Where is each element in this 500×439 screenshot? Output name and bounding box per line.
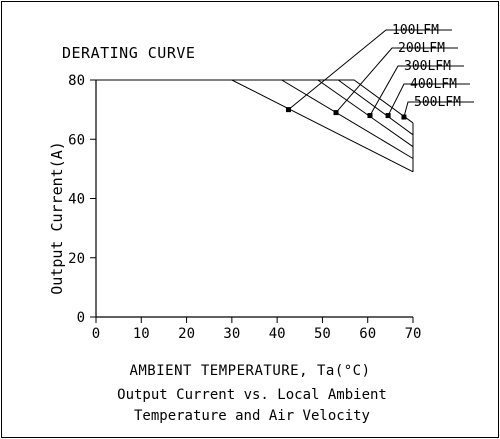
legend-label-500lfm: 500LFM xyxy=(414,95,461,110)
x-tick-label: 20 xyxy=(178,326,195,342)
axes xyxy=(95,80,413,318)
legend-leader-300lfm xyxy=(369,65,464,116)
y-axis-ticks: 0 20 40 60 80 xyxy=(68,73,96,326)
x-tick-label: 50 xyxy=(314,326,331,342)
series-line-500lfm xyxy=(96,79,414,124)
legend-label-200lfm: 200LFM xyxy=(398,41,445,56)
legend-label-300lfm: 300LFM xyxy=(404,59,451,74)
legend-leader-400lfm xyxy=(387,83,470,116)
x-axis-label: AMBIENT TEMPERATURE, Ta(°C) xyxy=(129,363,370,379)
chart-title: DERATING CURVE xyxy=(62,44,195,62)
x-axis-ticks: 0 10 20 30 40 50 60 70 xyxy=(92,317,422,342)
x-tick-label: 40 xyxy=(269,326,286,342)
legend-label-100lfm: 100LFM xyxy=(392,23,439,38)
y-tick-label: 40 xyxy=(68,192,85,208)
legend-leader-500lfm xyxy=(403,101,474,118)
caption-line-1: Output Current vs. Local Ambient xyxy=(117,387,387,403)
series-lines xyxy=(96,79,414,173)
legend-leader-100lfm xyxy=(288,29,452,111)
legend: 100LFM 200LFM 300LFM 400LFM 500LFM xyxy=(288,23,474,118)
y-tick-label: 60 xyxy=(68,132,85,148)
x-tick-label: 0 xyxy=(92,326,100,342)
x-tick-label: 70 xyxy=(405,326,422,342)
y-axis-label-group: Output Current(A) xyxy=(48,141,66,295)
y-tick-label: 0 xyxy=(77,310,85,326)
x-tick-label: 60 xyxy=(359,326,376,342)
x-tick-label: 10 xyxy=(133,326,150,342)
caption-line-2: Temperature and Air Velocity xyxy=(134,408,370,424)
legend-leader-200lfm xyxy=(335,47,458,113)
legend-label-400lfm: 400LFM xyxy=(410,77,457,92)
x-tick-label: 30 xyxy=(223,326,240,342)
y-axis-label: Output Current(A) xyxy=(48,141,66,295)
y-tick-label: 80 xyxy=(68,73,85,89)
series-line-300lfm xyxy=(96,79,414,148)
series-line-100lfm xyxy=(96,79,414,173)
y-tick-label: 20 xyxy=(68,251,85,267)
